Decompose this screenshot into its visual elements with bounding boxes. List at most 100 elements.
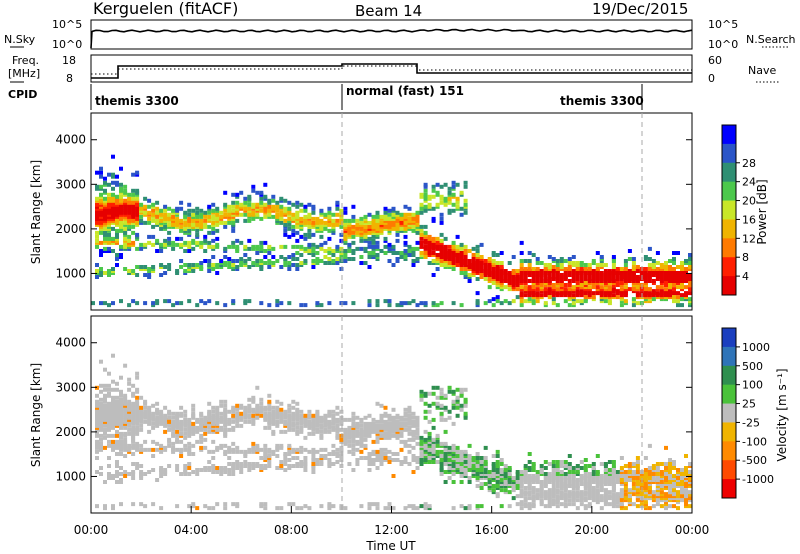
heatmap-cell <box>499 462 504 466</box>
heatmap-cell <box>443 202 448 207</box>
heatmap-cell <box>123 267 128 271</box>
heatmap-cell <box>688 265 692 269</box>
heatmap-cell <box>475 299 480 304</box>
heatmap-cell <box>443 417 448 422</box>
heatmap-cell <box>143 196 148 201</box>
heatmap-cell <box>539 480 544 484</box>
heatmap-cell <box>631 486 636 490</box>
heatmap-cell <box>207 466 212 470</box>
heatmap-cell <box>223 208 228 213</box>
heatmap-cell <box>599 486 604 490</box>
heatmap-cell <box>275 303 280 308</box>
heatmap-cell <box>235 192 240 197</box>
heatmap-cell <box>455 413 460 418</box>
heatmap-cell <box>523 464 528 468</box>
heatmap-cell <box>439 301 444 306</box>
heatmap-cell <box>247 403 252 408</box>
heatmap-cell <box>507 301 512 306</box>
heatmap-cell <box>379 447 384 452</box>
heatmap-cell <box>139 218 144 223</box>
heatmap-cell <box>207 401 212 406</box>
heatmap-cell <box>135 462 140 466</box>
heatmap-cell <box>311 431 316 436</box>
heatmap-cell <box>179 301 184 306</box>
heatmap-cell <box>359 417 364 422</box>
heatmap-cell <box>664 476 668 480</box>
heatmap-cell <box>95 393 99 398</box>
heatmap-cell <box>463 244 468 249</box>
heatmap-cell <box>431 273 436 277</box>
heatmap-cell <box>267 251 272 255</box>
heatmap-cell <box>535 261 540 265</box>
colorbar-tick-label: 25 <box>742 398 756 411</box>
heatmap-cell <box>531 253 536 257</box>
heatmap-cell <box>219 220 224 225</box>
heatmap-cell <box>463 210 468 215</box>
heatmap-cell <box>127 417 132 422</box>
heatmap-cell <box>507 287 512 292</box>
heatmap-cell <box>547 275 552 279</box>
colorbar-tick-label: -25 <box>742 416 760 429</box>
heatmap-cell <box>251 188 256 193</box>
heatmap-cell <box>383 405 388 410</box>
heatmap-cell <box>676 506 680 511</box>
heatmap-cell <box>251 261 256 265</box>
heatmap-cell <box>291 427 296 432</box>
heatmap-cell <box>575 464 580 468</box>
heatmap-cell <box>299 303 304 308</box>
heatmap-cell <box>643 267 648 271</box>
heatmap-cell <box>684 454 688 458</box>
heatmap-cell <box>591 291 596 296</box>
heatmap-cell <box>351 452 356 456</box>
heatmap-cell <box>207 449 212 454</box>
heatmap-cell <box>611 460 616 464</box>
heatmap-cell <box>451 202 456 207</box>
heatmap-cell <box>135 301 140 306</box>
heatmap-cell <box>119 502 123 507</box>
heatmap-cell <box>599 255 604 259</box>
heatmap-cell <box>135 371 140 376</box>
heatmap-cell <box>371 234 376 239</box>
heatmap-cell <box>567 474 572 478</box>
heatmap-cell <box>479 273 484 277</box>
heatmap-cell <box>139 405 144 410</box>
heatmap-cell <box>491 303 496 308</box>
colorbar-segment <box>722 125 736 145</box>
heatmap-cell <box>403 255 408 259</box>
heatmap-cell <box>135 273 140 277</box>
heatmap-cell <box>343 427 348 432</box>
heatmap-cell <box>439 194 444 199</box>
heatmap-cell <box>195 506 200 511</box>
heatmap-cell <box>111 186 115 191</box>
heatmap-cell <box>672 488 676 493</box>
heatmap-cell <box>211 226 216 231</box>
heatmap-cell <box>688 277 692 281</box>
heatmap-cell <box>227 445 232 450</box>
heatmap-cell <box>435 253 440 257</box>
heatmap-cell <box>491 488 496 493</box>
heatmap-cell <box>655 285 660 290</box>
heatmap-cell <box>131 224 136 229</box>
heatmap-cell <box>659 289 664 294</box>
heatmap-cell <box>407 417 412 422</box>
heatmap-cell <box>631 482 636 486</box>
heatmap-cell <box>355 230 360 235</box>
heatmap-cell <box>415 246 420 251</box>
heatmap-cell <box>672 267 676 271</box>
heatmap-cell <box>395 257 400 261</box>
heatmap-cell <box>563 259 568 263</box>
heatmap-cell <box>291 411 296 416</box>
heatmap-cell <box>123 236 128 241</box>
heatmap-cell <box>287 407 292 412</box>
heatmap-cell <box>243 405 248 410</box>
heatmap-cell <box>327 246 332 251</box>
nave-line <box>91 65 692 75</box>
heatmap-cell <box>311 259 316 263</box>
heatmap-cell <box>371 238 376 243</box>
heatmap-cell <box>163 299 168 304</box>
heatmap-cell <box>239 449 244 454</box>
range-tick-label: 1000 <box>55 266 86 280</box>
heatmap-cell <box>351 204 356 209</box>
heatmap-cell <box>123 470 128 474</box>
heatmap-cell <box>615 295 620 300</box>
